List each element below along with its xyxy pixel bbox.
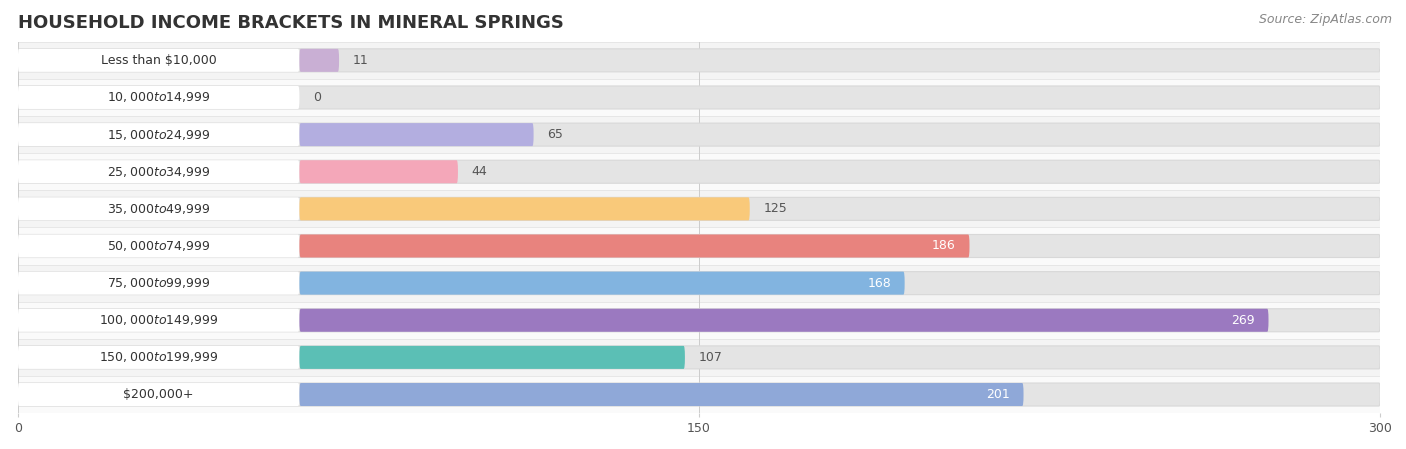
Bar [18,376,1381,413]
Text: 11: 11 [353,54,368,67]
Bar [18,228,1381,264]
Text: 125: 125 [763,202,787,216]
FancyBboxPatch shape [18,123,1381,146]
FancyBboxPatch shape [299,123,534,146]
Text: $150,000 to $199,999: $150,000 to $199,999 [98,350,218,365]
Text: Less than $10,000: Less than $10,000 [101,54,217,67]
FancyBboxPatch shape [18,49,1381,72]
FancyBboxPatch shape [18,272,1381,295]
Text: 65: 65 [547,128,562,141]
FancyBboxPatch shape [299,234,970,258]
Text: 186: 186 [932,239,956,252]
FancyBboxPatch shape [299,160,458,183]
FancyBboxPatch shape [299,198,749,220]
FancyBboxPatch shape [18,160,299,183]
Text: $75,000 to $99,999: $75,000 to $99,999 [107,276,211,290]
Text: $200,000+: $200,000+ [124,388,194,401]
FancyBboxPatch shape [18,383,299,406]
Text: $50,000 to $74,999: $50,000 to $74,999 [107,239,211,253]
FancyBboxPatch shape [18,309,1381,332]
Bar [18,79,1381,116]
Text: 107: 107 [699,351,723,364]
Text: 44: 44 [471,165,488,178]
Text: $25,000 to $34,999: $25,000 to $34,999 [107,165,211,179]
Text: 168: 168 [868,277,891,290]
FancyBboxPatch shape [18,383,1381,406]
FancyBboxPatch shape [18,49,299,72]
Text: Source: ZipAtlas.com: Source: ZipAtlas.com [1258,13,1392,26]
Bar [18,190,1381,228]
Bar [18,339,1381,376]
FancyBboxPatch shape [18,198,1381,220]
Bar [18,116,1381,153]
Text: 201: 201 [986,388,1010,401]
Text: 269: 269 [1232,314,1256,327]
Text: $10,000 to $14,999: $10,000 to $14,999 [107,91,211,105]
FancyBboxPatch shape [18,160,1381,183]
FancyBboxPatch shape [18,272,299,295]
FancyBboxPatch shape [299,346,685,369]
Bar [18,264,1381,302]
FancyBboxPatch shape [299,383,1024,406]
Bar [18,153,1381,190]
FancyBboxPatch shape [18,346,1381,369]
Text: 0: 0 [314,91,321,104]
Bar [18,42,1381,79]
FancyBboxPatch shape [299,309,1268,332]
FancyBboxPatch shape [18,234,1381,258]
FancyBboxPatch shape [18,123,299,146]
Text: $15,000 to $24,999: $15,000 to $24,999 [107,128,211,141]
FancyBboxPatch shape [18,86,299,109]
FancyBboxPatch shape [299,272,904,295]
FancyBboxPatch shape [18,86,1381,109]
Text: HOUSEHOLD INCOME BRACKETS IN MINERAL SPRINGS: HOUSEHOLD INCOME BRACKETS IN MINERAL SPR… [18,14,564,32]
FancyBboxPatch shape [18,198,299,220]
FancyBboxPatch shape [299,49,339,72]
FancyBboxPatch shape [18,346,299,369]
Bar [18,302,1381,339]
Text: $100,000 to $149,999: $100,000 to $149,999 [98,313,218,327]
FancyBboxPatch shape [18,309,299,332]
FancyBboxPatch shape [18,234,299,258]
Text: $35,000 to $49,999: $35,000 to $49,999 [107,202,211,216]
